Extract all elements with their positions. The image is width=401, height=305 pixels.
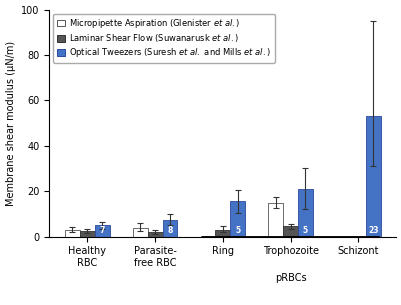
Bar: [95, 225, 109, 237]
Bar: [267, 203, 282, 237]
Text: 5: 5: [302, 226, 307, 235]
Y-axis label: Membrane shear modulus (μN/m): Membrane shear modulus (μN/m): [6, 41, 16, 206]
Bar: [215, 230, 230, 237]
Bar: [147, 232, 162, 237]
Bar: [365, 116, 380, 237]
Text: 8: 8: [167, 226, 172, 235]
Bar: [80, 231, 95, 237]
Text: 5: 5: [235, 226, 240, 235]
Legend: Micropipette Aspiration (Glenister $et\ al.$), Laminar Shear Flow (Suwanarusk $e: Micropipette Aspiration (Glenister $et\ …: [53, 14, 274, 63]
Bar: [65, 230, 80, 237]
Bar: [230, 201, 245, 237]
Bar: [297, 189, 312, 237]
Text: pRBCs: pRBCs: [274, 273, 306, 283]
Bar: [282, 226, 297, 237]
Bar: [162, 220, 177, 237]
Text: 7: 7: [99, 226, 105, 235]
Bar: [132, 228, 147, 237]
Text: 23: 23: [367, 226, 377, 235]
